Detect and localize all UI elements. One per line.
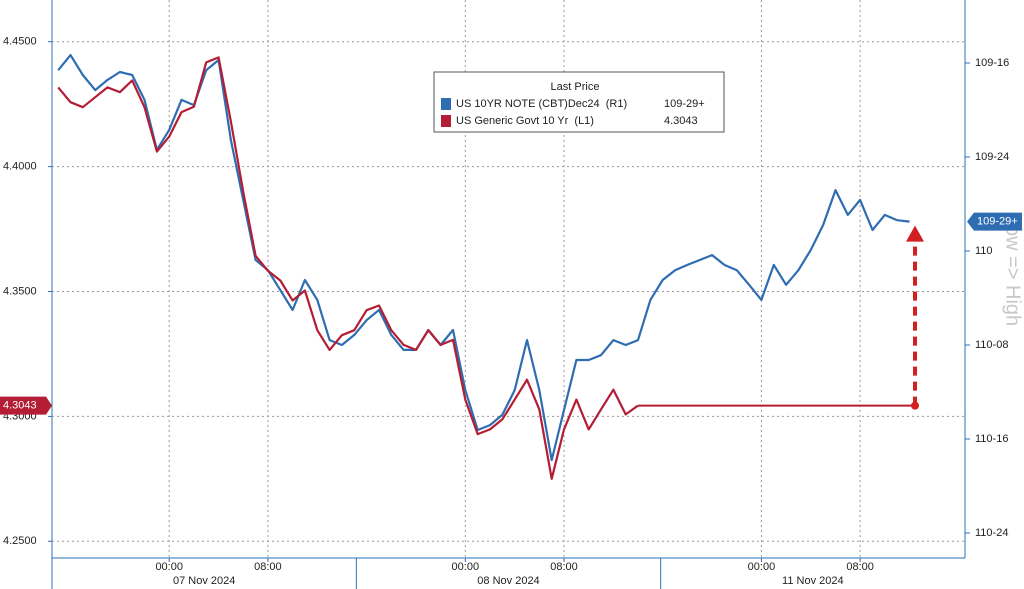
x-tick-label: 08:00 bbox=[254, 561, 282, 573]
x-tick-label: 08:00 bbox=[846, 561, 874, 573]
y2-axis-label: Low => High bbox=[1002, 214, 1024, 326]
y2-tick-label: 109-24 bbox=[975, 151, 1009, 163]
y-tick-label: 4.3500 bbox=[3, 285, 37, 297]
series-line bbox=[57, 56, 639, 480]
y-tick-label: 4.2500 bbox=[3, 535, 37, 547]
y2-tick-label: 110-08 bbox=[975, 339, 1008, 351]
date-label: 07 Nov 2024 bbox=[173, 575, 235, 587]
last-value-tag: 109-29+ bbox=[967, 212, 1022, 231]
legend-swatch bbox=[441, 115, 451, 127]
legend: Last Price US 10YR NOTE (CBT)Dec24 (R1) 10… bbox=[433, 71, 725, 133]
tag-label: 4.3043 bbox=[3, 400, 37, 412]
legend-label: US Generic Govt 10 Yr (L1) bbox=[456, 115, 594, 127]
x-tick-label: 00:00 bbox=[155, 561, 183, 573]
legend-title: Last Price bbox=[551, 81, 600, 93]
arrow-head bbox=[906, 225, 924, 242]
y-tick-label: 4.4000 bbox=[3, 161, 37, 173]
y-tick-label: 4.4500 bbox=[3, 36, 37, 48]
legend-box bbox=[433, 71, 725, 133]
tag-label: 109-29+ bbox=[977, 216, 1018, 228]
date-label: 11 Nov 2024 bbox=[782, 575, 844, 587]
y2-tick-label: 110 bbox=[975, 245, 993, 257]
legend-value: 4.3043 bbox=[664, 115, 698, 127]
last-value-tag: 4.3043 bbox=[0, 396, 52, 415]
legend-value: 109-29+ bbox=[664, 98, 705, 110]
tag-box bbox=[0, 396, 52, 415]
x-tick-label: 00:00 bbox=[452, 561, 480, 573]
x-tick-label: 08:00 bbox=[550, 561, 578, 573]
y2-tick-label: 109-16 bbox=[975, 57, 1009, 69]
y2-tick-label: 110-16 bbox=[975, 433, 1008, 445]
legend-label: US 10YR NOTE (CBT)Dec24 (R1) bbox=[456, 98, 627, 110]
date-label: 08 Nov 2024 bbox=[477, 575, 539, 587]
legend-swatch bbox=[441, 98, 451, 110]
y2-tick-label: 110-24 bbox=[975, 527, 1008, 539]
tag-box bbox=[967, 212, 1022, 231]
x-tick-label: 00:00 bbox=[748, 561, 776, 573]
